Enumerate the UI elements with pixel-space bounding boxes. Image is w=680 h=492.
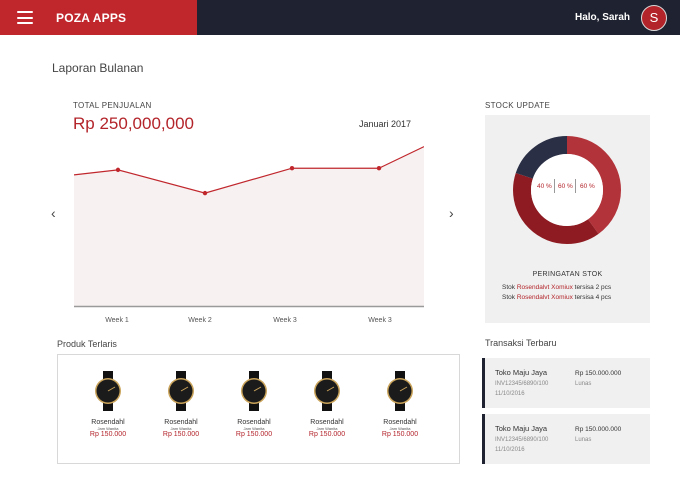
transaction-status: Lunas — [575, 381, 592, 387]
sales-amount: Rp 250,000,000 — [73, 114, 194, 133]
stock-donut-chart — [513, 136, 621, 244]
stock-item-link[interactable]: Rosendalvt Xomiux — [516, 284, 573, 291]
chart-point[interactable] — [115, 167, 121, 173]
transaction-invoice: INV12345/6890/100 — [495, 437, 549, 443]
top-bar: POZA APPS Halo, Sarah S — [0, 0, 680, 35]
chart-point[interactable] — [202, 190, 208, 196]
transaction-card[interactable]: Toko Maju Jaya INV12345/6890/100 11/10/2… — [482, 414, 650, 464]
product-name: Rosendahl — [237, 419, 271, 426]
watch-icon — [314, 371, 340, 411]
divider — [554, 179, 555, 193]
brand-bar: POZA APPS — [0, 0, 197, 35]
product-name: Rosendahl — [310, 419, 344, 426]
menu-icon[interactable] — [17, 11, 33, 24]
stock-panel: 40 % 60 % 60 % PERINGATAN STOK Stok Rose… — [485, 115, 650, 323]
transaction-invoice: INV12345/6890/100 — [495, 381, 549, 387]
products-panel: Rosendahl Jam Wanita Rp 150.000 Rosendah… — [57, 354, 460, 464]
stock-warning-line: Stok Rosendalvt Xomiux tersisa 4 pcs — [502, 294, 612, 301]
product-card[interactable]: Rosendahl Jam Wanita Rp 150.000 — [224, 371, 284, 438]
watch-icon — [241, 371, 267, 411]
transaction-shop: Toko Maju Jaya — [495, 368, 548, 377]
app-title: POZA APPS — [56, 11, 127, 25]
product-name: Rosendahl — [164, 419, 198, 426]
user-greeting: Halo, Sarah — [574, 12, 630, 23]
product-category: Jam Wanita — [170, 426, 192, 431]
product-card[interactable]: Rosendahl Jam Wanita Rp 150.000 — [370, 371, 430, 438]
transaction-amount: Rp 150.000.000 — [575, 426, 622, 433]
page-title: Laporan Bulanan — [52, 61, 144, 75]
product-card[interactable]: Rosendahl Jam Wanita Rp 150.000 — [78, 371, 138, 438]
product-card[interactable]: Rosendahl Jam Wanita Rp 150.000 — [151, 371, 211, 438]
product-category: Jam Wanita — [389, 426, 411, 431]
watch-icon — [168, 371, 194, 411]
chart-area-fill — [74, 146, 424, 306]
week-label: Week 3 — [273, 317, 297, 324]
chart-point[interactable] — [376, 166, 382, 171]
divider — [575, 179, 576, 193]
sales-month: Januari 2017 — [359, 119, 412, 129]
product-card[interactable]: Rosendahl Jam Wanita Rp 150.000 — [297, 371, 357, 438]
donut-segment[interactable] — [513, 136, 621, 244]
stock-title: STOCK UPDATE — [485, 101, 551, 110]
product-price: Rp 150.000 — [89, 431, 127, 438]
transactions-title: Transaksi Terbaru — [485, 338, 557, 348]
product-category: Jam Wanita — [316, 426, 338, 431]
transaction-date: 11/10/2016 — [495, 391, 525, 397]
donut-segment[interactable] — [513, 136, 621, 244]
chart-series-line — [74, 146, 424, 194]
chevron-right-icon[interactable]: › — [449, 205, 454, 221]
product-price: Rp 150.000 — [162, 431, 200, 438]
week-label: Week 3 — [368, 317, 392, 324]
chevron-left-icon[interactable]: ‹ — [51, 205, 56, 221]
product-category: Jam Wanita — [243, 426, 265, 431]
stock-warning-line: Stok Rosendalvt Xomiux tersisa 2 pcs — [502, 284, 612, 291]
sales-chart — [74, 146, 424, 308]
transaction-shop: Toko Maju Jaya — [495, 424, 548, 433]
chart-point[interactable] — [289, 166, 295, 171]
donut-label: 60 % — [580, 183, 595, 190]
transaction-amount: Rp 150.000.000 — [575, 370, 622, 377]
product-name: Rosendahl — [91, 419, 125, 426]
week-label: Week 2 — [188, 317, 212, 324]
stock-item-link[interactable]: Rosendalvt Xomiux — [516, 294, 573, 301]
product-price: Rp 150.000 — [308, 431, 346, 438]
donut-center — [531, 154, 603, 226]
products-title: Produk Terlaris — [57, 339, 117, 349]
avatar[interactable]: S — [641, 5, 667, 31]
product-category: Jam Wanita — [97, 426, 119, 431]
week-label: Week 1 — [105, 317, 129, 324]
product-price: Rp 150.000 — [235, 431, 273, 438]
donut-label: 40 % — [537, 183, 552, 190]
transaction-card[interactable]: Toko Maju Jaya INV12345/6890/100 11/10/2… — [482, 358, 650, 408]
product-price: Rp 150.000 — [381, 431, 419, 438]
sales-label: TOTAL PENJUALAN — [73, 101, 152, 110]
stock-warning-title: PERINGATAN STOK — [532, 271, 603, 278]
transaction-status: Lunas — [575, 437, 592, 443]
donut-label: 60 % — [558, 183, 573, 190]
watch-icon — [387, 371, 413, 411]
watch-icon — [95, 371, 121, 411]
product-name: Rosendahl — [383, 419, 417, 426]
transaction-date: 11/10/2016 — [495, 447, 525, 453]
